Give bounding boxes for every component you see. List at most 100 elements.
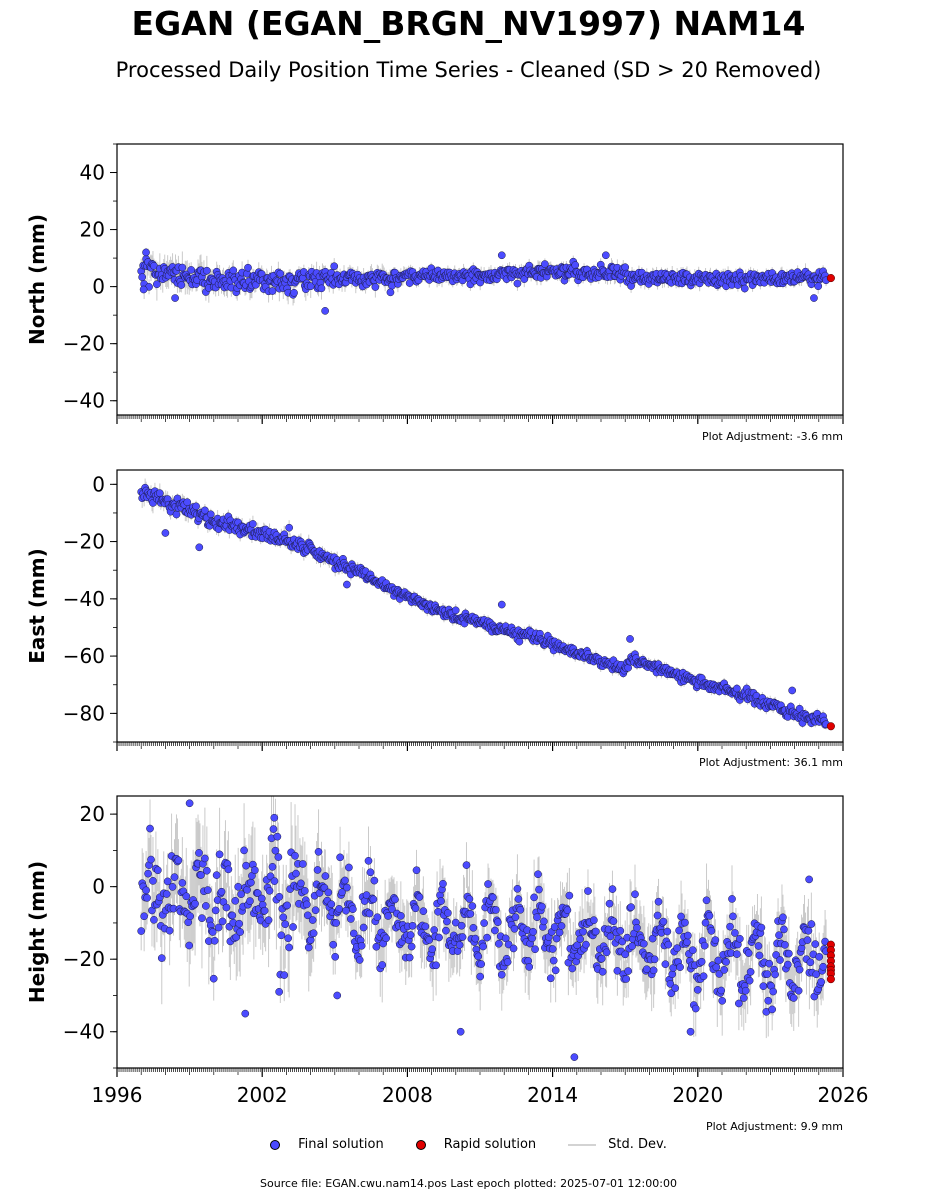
final-solution-point — [668, 970, 677, 979]
final-solution-point — [139, 285, 148, 294]
final-solution-point — [513, 884, 522, 893]
final-solution-point — [789, 994, 798, 1002]
panel-east: 0 −20 −40 −60 −80 East (mm) Plot Adjustment: 3… — [25, 469, 844, 769]
final-solution-point — [289, 923, 297, 931]
final-solution-point — [264, 916, 273, 924]
final-solution-point — [746, 968, 755, 976]
north-rapid-points — [826, 274, 835, 283]
final-solution-point — [153, 280, 161, 289]
final-solution-point — [814, 282, 823, 291]
final-solution-point — [355, 956, 364, 964]
final-solution-point — [573, 941, 582, 950]
final-solution-point — [480, 919, 488, 927]
final-solution-point — [529, 927, 537, 936]
final-solution-point — [740, 284, 749, 293]
final-solution-point — [541, 260, 549, 268]
final-solution-point — [513, 279, 522, 288]
final-solution-point — [428, 945, 437, 954]
final-solution-point — [442, 926, 450, 935]
final-solution-point — [309, 929, 318, 938]
final-solution-point — [649, 966, 658, 975]
final-solution-point — [430, 926, 439, 934]
final-solution-point — [186, 912, 195, 921]
height-final-points — [137, 799, 830, 1061]
final-solution-point — [491, 926, 499, 935]
final-solution-point — [391, 895, 399, 904]
final-solution-point — [202, 866, 211, 875]
final-solution-point — [178, 263, 187, 272]
final-solution-point — [466, 910, 475, 918]
east-rapid-points — [826, 722, 835, 731]
final-solution-point — [244, 263, 252, 272]
final-solution-point — [616, 926, 625, 935]
final-solution-point — [299, 860, 307, 868]
final-solution-point — [728, 895, 736, 903]
final-solution-point — [676, 963, 684, 971]
final-solution-point — [198, 914, 206, 923]
north-plot-area — [137, 247, 835, 315]
final-solution-point — [707, 927, 716, 935]
final-solution-point — [308, 916, 317, 924]
final-solution-point — [745, 976, 754, 985]
final-solution-point — [699, 972, 708, 981]
final-solution-point — [549, 956, 558, 965]
final-solution-point — [533, 913, 541, 922]
final-solution-point — [303, 911, 312, 920]
final-solution-point — [531, 945, 539, 954]
final-solution-point — [218, 917, 227, 926]
final-solution-point — [217, 887, 226, 896]
final-solution-point — [342, 906, 350, 915]
final-solution-point — [192, 502, 200, 511]
final-solution-point — [492, 906, 500, 914]
final-solution-point — [182, 892, 191, 901]
final-solution-point — [639, 939, 648, 948]
final-solution-point — [185, 941, 194, 950]
final-solution-point — [653, 911, 662, 920]
final-solution-point — [794, 986, 803, 995]
final-solution-point — [661, 960, 670, 969]
final-solution-point — [177, 281, 186, 289]
final-solution-point — [231, 896, 240, 905]
final-solution-point — [168, 883, 177, 891]
final-solution-point — [311, 906, 320, 915]
final-solution-point — [197, 871, 205, 879]
final-solution-point — [150, 915, 158, 924]
final-solution-point — [769, 987, 778, 996]
final-solution-point — [242, 861, 250, 870]
final-solution-point — [172, 510, 181, 519]
final-solution-point — [584, 887, 592, 895]
final-solution-point — [779, 913, 787, 922]
final-solution-point — [443, 917, 451, 926]
final-solution-point — [174, 856, 183, 865]
final-solution-point — [321, 307, 329, 315]
chart-title: EGAN (EGAN_BRGN_NV1997) NAM14 — [131, 4, 806, 43]
final-solution-point — [681, 918, 689, 927]
final-solution-point — [516, 905, 525, 914]
final-solution-point — [451, 606, 460, 615]
final-solution-point — [362, 891, 371, 899]
final-solution-point — [138, 273, 147, 282]
final-solution-point — [146, 824, 154, 833]
y-tick-label: −20 — [63, 530, 105, 554]
final-solution-point — [788, 686, 797, 695]
final-solution-point — [157, 954, 166, 962]
final-solution-point — [378, 961, 387, 969]
final-solution-point — [493, 918, 502, 927]
final-solution-point — [663, 927, 672, 936]
final-solution-point — [331, 952, 340, 961]
final-solution-point — [142, 248, 150, 257]
y-tick-label: −80 — [63, 701, 105, 725]
final-solution-point — [784, 949, 793, 958]
final-solution-point — [659, 917, 668, 926]
final-solution-point — [280, 971, 289, 979]
final-solution-point — [140, 912, 148, 921]
final-solution-point — [457, 921, 466, 930]
final-solution-point — [347, 915, 355, 923]
east-x-ticks — [116, 742, 844, 749]
final-solution-point — [717, 986, 726, 995]
final-solution-point — [149, 877, 157, 885]
final-solution-point — [458, 933, 467, 941]
final-solution-point — [675, 926, 683, 935]
final-solution-point — [501, 934, 510, 943]
final-solution-point — [281, 920, 290, 929]
